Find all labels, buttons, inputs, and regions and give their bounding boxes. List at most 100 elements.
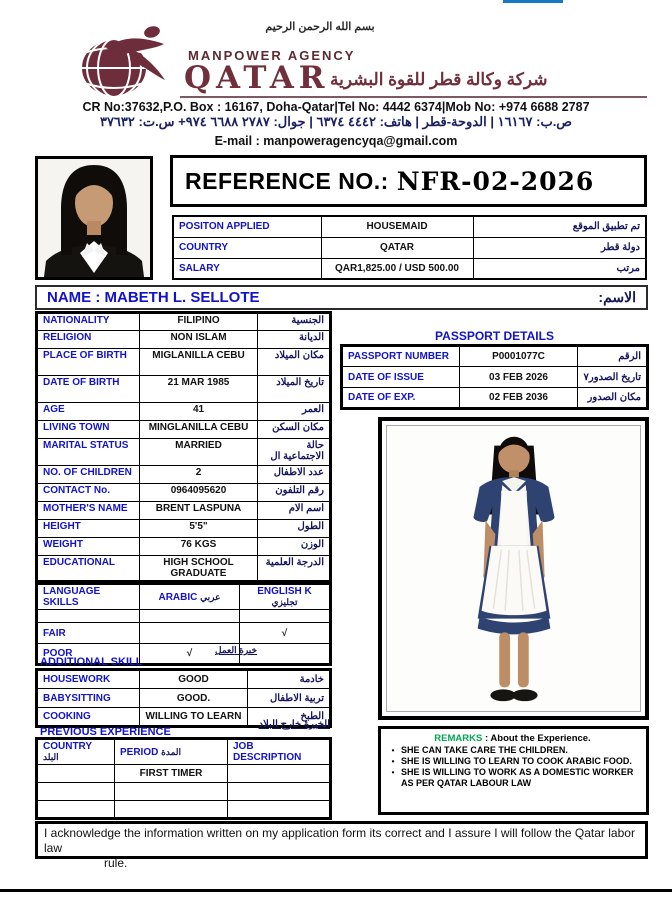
field-value: 21 MAR 1985 <box>139 375 258 403</box>
table-row: NO. OF CHILDREN 2 عدد الاطفال <box>36 465 331 484</box>
work-experience-arabic-note: خبرة العمل <box>215 645 258 655</box>
language-skills-label: LANGUAGE SKILLS <box>36 583 140 610</box>
field-value: 0964095620 <box>139 483 258 502</box>
remark-text: SHE IS WILLING TO WORK AS A DOMESTIC WOR… <box>401 767 634 788</box>
table-row: POSITON APPLIED HOUSEMAID تم تطبيق الموق… <box>172 215 647 238</box>
field-arabic: الدرجة العلمية <box>257 555 331 582</box>
footer-divider <box>0 889 672 892</box>
field-value: 41 <box>139 402 258 421</box>
field-label: WEIGHT <box>36 537 140 556</box>
agency-name-arabic: شركة وكالة قطر للقوة البشرية <box>330 70 548 89</box>
name-label-arabic: الاسم: <box>598 289 636 305</box>
salary-arabic: مرتب <box>472 257 647 280</box>
table-row: FAIR √ <box>36 622 331 644</box>
field-arabic: اسم الام <box>257 501 331 520</box>
field-label: EDUCATIONAL <box>36 555 140 582</box>
field-label: DATE OF EXP. <box>341 387 460 409</box>
field-label: DATE OF ISSUE <box>341 366 460 388</box>
fair-english-check: √ <box>239 622 331 644</box>
job-header-en: JOB DESCRIPTION <box>233 741 302 763</box>
field-arabic: الطبخ <box>247 707 331 727</box>
agency-logo <box>68 22 188 107</box>
remark-bullet: SHE IS WILLING TO WORK AS A DOMESTIC WOR… <box>385 767 640 789</box>
additional-skill-table: HOUSEWORK GOOD خادمة BABYSITTING GOOD. تربية… <box>35 668 332 728</box>
table-row: COUNTRY QATAR دولة قطر <box>172 236 647 259</box>
field-arabic: تاريخ الميلاد <box>257 375 331 403</box>
acknowledgment-line1: I acknowledge the information written on… <box>44 826 635 855</box>
field-value: FILIPINO <box>139 312 258 331</box>
arabic-header-en: ARABIC <box>158 591 198 603</box>
field-value: 5'5" <box>139 519 258 538</box>
position-applied-label: POSITON APPLIED <box>172 215 322 238</box>
job-cell <box>227 764 331 783</box>
table-row: CONTACT No. 0964095620 رقم التلفون <box>36 483 331 502</box>
field-label: HEIGHT <box>36 519 140 538</box>
position-applied-arabic: تم تطبيق الموقع <box>472 215 647 238</box>
field-arabic: الطول <box>257 519 331 538</box>
poor-arabic-check: √ <box>139 643 240 665</box>
country-arabic: دولة قطر <box>472 236 647 259</box>
remark-text: SHE IS WILLING TO LEARN TO COOK ARABIC F… <box>401 756 632 766</box>
field-value: P0001077C <box>459 345 578 367</box>
field-arabic: الجنسية <box>257 312 331 331</box>
acknowledgment-line2: rule. <box>104 856 128 870</box>
remarks-box: REMARKS : About the Experience. SHE CAN … <box>378 726 649 815</box>
country-cell <box>36 764 115 783</box>
table-row: WEIGHT 76 KGS الوزن <box>36 537 331 556</box>
table-row: LANGUAGE SKILLS ARABIC عربي ENGLISH K تج… <box>36 583 331 610</box>
remarks-title-rest: : About the Experience. <box>482 733 591 744</box>
english-header-en: ENGLISH K <box>257 586 312 597</box>
contact-info-line: CR No:37632,P.O. Box : 16167, Doha-Qatar… <box>82 100 590 114</box>
remarks-title: REMARKS : About the Experience. <box>385 733 640 744</box>
remarks-title-green: REMARKS <box>434 733 483 744</box>
table-row: COOKING WILLING TO LEARN الطبخ <box>36 707 331 727</box>
table-row: COUNTRY البلد PERIOD المدة JOB DESCRIPTI… <box>36 738 331 765</box>
field-value: MIGLANILLA CEBU <box>139 348 258 376</box>
table-row: DATE OF ISSUE 03 FEB 2026 تاريخ الصدور٧ <box>341 366 648 388</box>
table-row: PASSPORT NUMBER P0001077C الرقم <box>341 345 648 367</box>
field-arabic: مكان الميلاد <box>257 348 331 376</box>
fair-label: FAIR <box>36 622 140 644</box>
previous-experience-title: PREVIOUS EXPERIENCE <box>40 726 171 738</box>
country-value: QATAR <box>320 236 474 259</box>
additional-skill-title: ADDITIONAL SKILL <box>40 656 143 668</box>
field-arabic: الوزن <box>257 537 331 556</box>
field-value: MARRIED <box>139 438 258 466</box>
salary-label: SALARY <box>172 257 322 280</box>
applicant-name: NAME : MABETH L. SELLOTE <box>47 289 260 306</box>
table-row: BABYSITTING GOOD. تربية الاطفال <box>36 688 331 708</box>
field-value: BRENT LASPUNA <box>139 501 258 520</box>
remark-bullet: SHE CAN TAKE CARE THE CHILDREN. <box>385 745 640 756</box>
field-label: COOKING <box>36 707 140 727</box>
field-label: LIVING TOWN <box>36 420 140 439</box>
field-label: BABYSITTING <box>36 688 140 708</box>
previous-experience-title-arabic: الخبرة خارج البلاد <box>258 719 330 730</box>
field-label: PLACE OF BIRTH <box>36 348 140 376</box>
field-label: CONTACT No. <box>36 483 140 502</box>
globe-person-logo-icon <box>80 26 165 98</box>
english-column-header: ENGLISH K تجليزي <box>239 583 331 610</box>
field-value: 03 FEB 2026 <box>459 366 578 388</box>
bismillah-calligraphy: بسم الله الرحمن الرحيم <box>265 21 375 33</box>
email-line: E-mail : manpoweragencyqa@gmail.com <box>214 134 458 148</box>
arabic-header-ar: عربي <box>200 591 221 602</box>
field-label: NATIONALITY <box>36 312 140 331</box>
agency-name-line1: MANPOWER AGENCY <box>188 48 356 63</box>
first-timer-cell: FIRST TIMER <box>114 764 228 783</box>
country-label: COUNTRY <box>172 236 322 259</box>
field-label: HOUSEWORK <box>36 669 140 689</box>
table-row: RELIGION NON ISLAM الديانة <box>36 330 331 349</box>
field-label: MOTHER'S NAME <box>36 501 140 520</box>
period-column-header: PERIOD المدة <box>114 738 228 765</box>
header-divider <box>180 96 647 98</box>
remark-text: SHE CAN TAKE CARE THE CHILDREN. <box>401 745 568 755</box>
reference-value: NFR-02-2026 <box>396 166 595 196</box>
field-label: RELIGION <box>36 330 140 349</box>
job-description-column-header: JOB DESCRIPTION <box>227 738 331 765</box>
country-header-en: COUNTRY <box>43 741 92 752</box>
arabic-column-header: ARABIC عربي <box>139 583 240 610</box>
field-arabic: رقم التلفون <box>257 483 331 502</box>
field-value: 76 KGS <box>139 537 258 556</box>
field-arabic: عدد الاطفال <box>257 465 331 484</box>
